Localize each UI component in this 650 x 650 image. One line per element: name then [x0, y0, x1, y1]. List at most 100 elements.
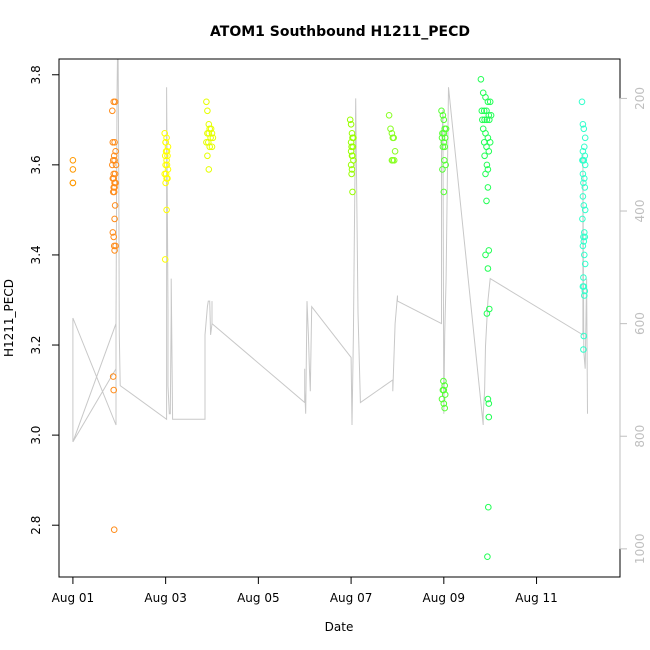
data-point	[69, 179, 77, 187]
data-point	[111, 98, 119, 106]
data-point	[440, 377, 447, 385]
data-point	[581, 251, 588, 259]
data-point	[581, 287, 589, 295]
data-point	[581, 229, 588, 236]
data-point	[111, 247, 118, 254]
data-point	[203, 139, 210, 146]
data-point	[483, 116, 491, 124]
data-point	[579, 242, 587, 250]
data-point	[206, 143, 213, 151]
data-point	[442, 161, 450, 169]
data-point	[440, 116, 448, 124]
data-point	[385, 112, 393, 119]
data-point	[163, 157, 170, 164]
data-point	[580, 274, 587, 281]
x-tick-label: Aug 05	[237, 591, 280, 605]
data-point	[483, 197, 490, 205]
data-point	[349, 134, 356, 142]
data-point	[163, 206, 170, 214]
data-point	[110, 242, 118, 250]
data-point	[581, 184, 589, 191]
data-point	[348, 143, 355, 151]
data-point	[581, 260, 589, 268]
data-point	[485, 247, 493, 254]
data-point	[204, 107, 211, 115]
y-tick-label: 3.0	[29, 426, 43, 445]
data-point	[580, 202, 588, 209]
data-point	[111, 184, 118, 191]
y-tick-label: 3.2	[29, 335, 43, 354]
data-point	[111, 139, 118, 146]
data-point	[482, 251, 489, 259]
data-point	[390, 134, 398, 142]
data-point	[579, 170, 587, 178]
data-point	[110, 526, 118, 534]
data-point	[69, 166, 77, 173]
data-point	[110, 152, 118, 160]
data-point	[581, 206, 589, 214]
data-point	[387, 125, 394, 133]
data-point	[484, 395, 492, 403]
data-point	[441, 404, 449, 412]
data-point	[349, 188, 356, 196]
data-point	[111, 179, 118, 187]
y2-tick-label: 400	[633, 200, 647, 223]
y-tick-label: 3.6	[29, 155, 43, 174]
data-point	[109, 229, 117, 236]
data-point	[347, 121, 355, 128]
data-point	[441, 134, 449, 142]
y-tick-label: 3.8	[29, 65, 43, 84]
data-point	[205, 139, 212, 146]
data-point	[111, 215, 118, 223]
data-point	[209, 134, 217, 142]
data-point	[486, 116, 493, 124]
data-point	[485, 503, 492, 511]
data-point	[110, 233, 117, 241]
data-point	[110, 386, 117, 394]
data-point	[580, 238, 588, 245]
data-point	[479, 116, 486, 124]
data-point	[478, 107, 486, 115]
data-point	[348, 152, 356, 160]
data-point	[109, 188, 117, 196]
x-tick-label: Aug 09	[423, 591, 466, 605]
chart-title: ATOM1 Southbound H1211_PECD	[210, 24, 470, 40]
data-point	[205, 166, 213, 173]
data-point	[579, 193, 587, 200]
x-tick-label: Aug 07	[330, 591, 373, 605]
overlay-layer	[72, 59, 588, 443]
data-point	[440, 386, 448, 394]
data-point	[441, 157, 448, 164]
data-point	[482, 170, 489, 178]
data-point	[484, 553, 491, 561]
data-point	[440, 400, 448, 407]
x-tick-label: Aug 03	[144, 591, 187, 605]
data-point	[161, 152, 169, 160]
data-point	[111, 202, 119, 209]
data-point	[485, 148, 493, 155]
data-point	[348, 170, 355, 178]
data-point	[579, 157, 587, 164]
data-point	[439, 143, 447, 151]
data-point	[439, 166, 446, 173]
data-point	[112, 148, 119, 155]
data-point	[581, 292, 588, 299]
data-point	[484, 98, 492, 106]
data-point	[347, 161, 355, 169]
data-point	[581, 175, 588, 182]
data-point	[438, 107, 445, 115]
data-point	[481, 116, 488, 124]
y2-tick-label: 600	[633, 312, 647, 335]
x-tick-label: Aug 11	[515, 591, 558, 605]
data-point	[163, 134, 170, 142]
data-point	[439, 112, 447, 119]
y2-tick-label: 200	[633, 87, 647, 110]
data-point	[110, 175, 117, 182]
data-point	[109, 139, 117, 146]
x-axis-label: Date	[325, 620, 354, 634]
data-point	[162, 148, 170, 155]
data-point	[440, 188, 448, 196]
data-point	[348, 130, 356, 137]
y-axis-label: H1211_PECD	[2, 279, 16, 357]
